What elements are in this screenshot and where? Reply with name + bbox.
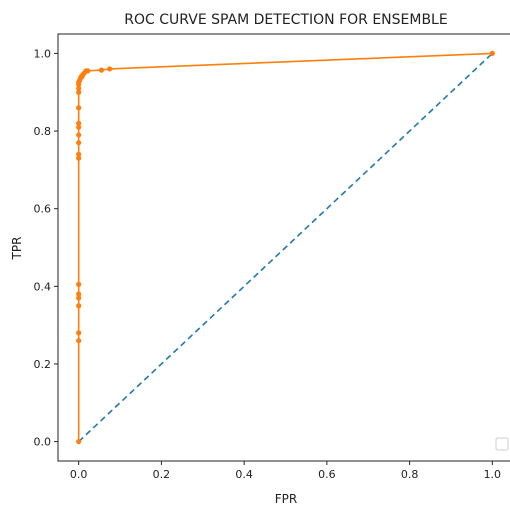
roc-point [76, 132, 82, 138]
x-tick-label: 0.4 [235, 468, 253, 481]
y-tick-label: 0.2 [34, 358, 52, 371]
roc-point [85, 68, 91, 74]
x-tick-label: 0.0 [70, 468, 88, 481]
x-axis: 0.0 0.2 0.4 0.6 0.8 1.0 [70, 461, 501, 481]
roc-point [76, 330, 82, 336]
roc-point [76, 120, 82, 126]
chart-title: ROC CURVE SPAM DETECTION FOR ENSEMBLE [124, 12, 447, 28]
y-axis-label: TPR [10, 237, 24, 261]
series-layer [76, 50, 495, 445]
roc-point [76, 124, 82, 130]
roc-point [76, 291, 82, 297]
y-tick-label: 1.0 [34, 47, 52, 60]
random-baseline-line [78, 52, 493, 443]
roc-point [489, 50, 495, 57]
roc-point [76, 338, 82, 344]
roc-point [107, 66, 113, 72]
roc-point [76, 295, 82, 301]
y-tick-label: 0.6 [34, 203, 52, 216]
roc-point [76, 438, 82, 445]
roc-point [76, 155, 82, 161]
roc-point [76, 85, 82, 91]
y-tick-label: 0.0 [34, 436, 52, 449]
x-tick-label: 0.2 [153, 468, 171, 481]
legend-box [495, 437, 509, 451]
roc-point [76, 89, 82, 95]
roc-point [76, 105, 82, 111]
y-tick-label: 0.4 [34, 280, 52, 293]
roc-point [76, 140, 82, 146]
roc-point [76, 303, 82, 309]
roc-point [98, 67, 105, 73]
x-tick-label: 0.6 [318, 468, 336, 481]
roc-point [76, 281, 82, 287]
x-tick-label: 1.0 [484, 468, 502, 481]
x-axis-label: FPR [275, 492, 297, 506]
roc-point [76, 151, 82, 157]
x-tick-label: 0.8 [401, 468, 419, 481]
y-axis: 0.0 0.2 0.4 0.6 0.8 1.0 [34, 47, 58, 449]
y-tick-label: 0.8 [34, 125, 52, 138]
